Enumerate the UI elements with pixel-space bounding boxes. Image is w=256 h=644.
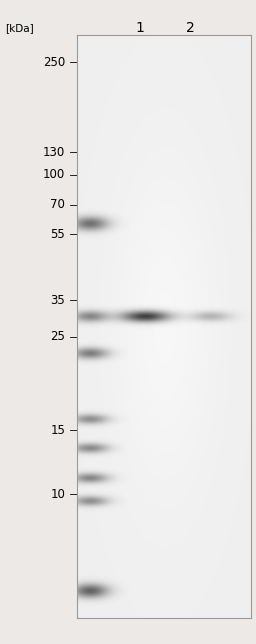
Text: 70: 70: [50, 198, 65, 211]
Text: 250: 250: [43, 55, 65, 68]
Text: [kDa]: [kDa]: [5, 23, 34, 33]
Text: 10: 10: [50, 488, 65, 500]
Text: 1: 1: [135, 21, 144, 35]
Text: 35: 35: [50, 294, 65, 307]
Text: 100: 100: [43, 169, 65, 182]
Text: 55: 55: [50, 227, 65, 240]
Text: 130: 130: [43, 146, 65, 158]
Text: 2: 2: [186, 21, 195, 35]
Text: 15: 15: [50, 424, 65, 437]
Text: 25: 25: [50, 330, 65, 343]
